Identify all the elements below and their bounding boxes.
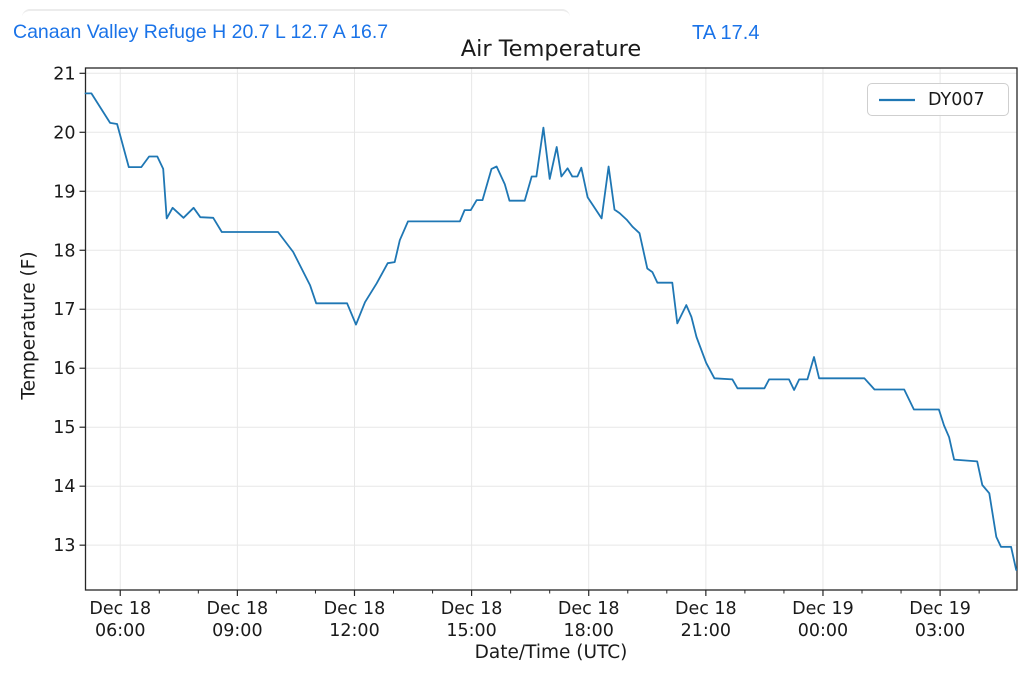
- x-tick-label-date: Dec 18: [675, 599, 737, 619]
- ta-reading-text: TA 17.4: [692, 22, 760, 44]
- y-tick-label: 13: [53, 536, 75, 556]
- plot-border: [84, 67, 1018, 591]
- x-tick-label-date: Dec 18: [558, 599, 620, 619]
- x-tick-label-time: 06:00: [95, 621, 145, 641]
- x-tick-label-date: Dec 18: [207, 599, 269, 619]
- legend-line-sample-icon: [879, 98, 915, 101]
- x-tick-label-time: 03:00: [915, 621, 965, 641]
- series-line-DY007: [84, 92, 1018, 571]
- x-tick-label-date: Dec 18: [324, 599, 386, 619]
- y-tick-label: 16: [53, 359, 75, 379]
- x-tick-label-time: 12:00: [329, 621, 379, 641]
- x-tick-label-time: 18:00: [564, 621, 614, 641]
- y-axis-label: Temperature (F): [18, 251, 40, 400]
- x-tick-label-date: Dec 18: [89, 599, 151, 619]
- y-tick-label: 14: [53, 477, 75, 497]
- x-tick-label-time: 21:00: [681, 621, 731, 641]
- x-tick-label-time: 15:00: [446, 621, 496, 641]
- chart-title: Air Temperature: [460, 36, 642, 62]
- x-tick-label-time: 00:00: [798, 621, 848, 641]
- y-tick-label: 19: [53, 182, 75, 202]
- x-tick-label-date: Dec 19: [792, 599, 854, 619]
- legend-box: DY007: [867, 83, 1009, 116]
- station-summary-text: Canaan Valley Refuge H 20.7 L 12.7 A 16.…: [13, 21, 389, 43]
- y-tick-label: 15: [53, 418, 75, 438]
- y-tick-label: 21: [53, 64, 75, 84]
- y-tick-label: 17: [53, 300, 75, 320]
- x-axis-label: Date/Time (UTC): [474, 642, 628, 663]
- y-tick-label: 18: [53, 241, 75, 261]
- legend-series-label: DY007: [928, 89, 985, 110]
- y-tick-label: 20: [53, 123, 75, 143]
- x-tick-label-date: Dec 19: [909, 599, 971, 619]
- x-tick-label-date: Dec 18: [441, 599, 503, 619]
- top-divider: [22, 9, 570, 18]
- x-tick-label-time: 09:00: [212, 621, 262, 641]
